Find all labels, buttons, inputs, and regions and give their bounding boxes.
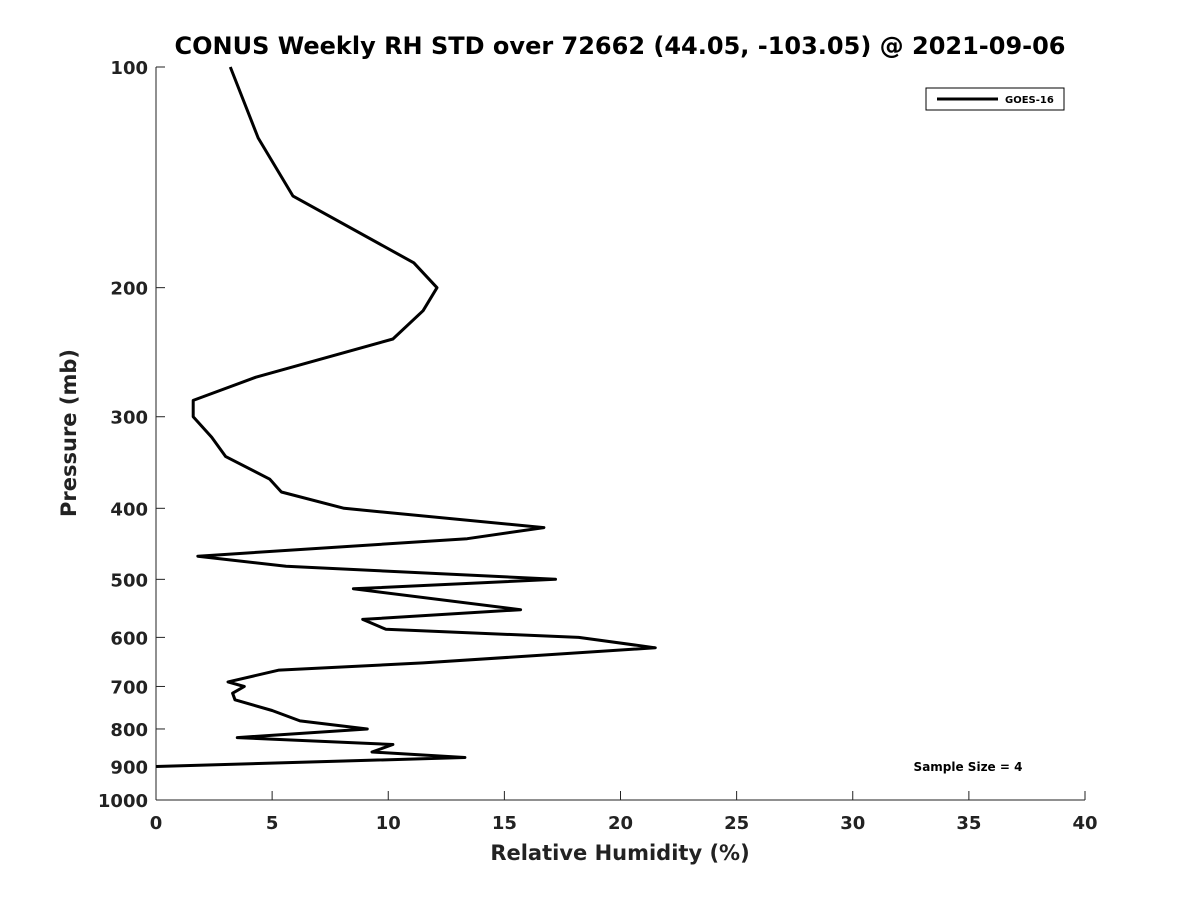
y-tick-label: 600	[110, 628, 148, 649]
x-axis-label: Relative Humidity (%)	[490, 841, 749, 865]
chart-title: CONUS Weekly RH STD over 72662 (44.05, -…	[174, 32, 1065, 60]
legend-entry-goes-16: GOES-16	[1005, 95, 1054, 106]
x-tick-label: 5	[266, 813, 279, 834]
y-axis-label: Pressure (mb)	[57, 349, 81, 517]
y-tick-label: 800	[110, 720, 148, 741]
y-tick-label: 900	[110, 757, 148, 778]
legend: GOES-16	[925, 87, 1065, 111]
y-tick-label: 500	[110, 570, 148, 591]
x-tick-label: 40	[1072, 813, 1097, 834]
sample-size-annotation: Sample Size = 4	[914, 760, 1023, 774]
x-tick-label: 20	[608, 813, 633, 834]
x-tick-label: 35	[956, 813, 981, 834]
y-tick-label: 400	[110, 499, 148, 520]
x-tick-label: 30	[840, 813, 865, 834]
x-ticks: 0 5 10 15 20 25 30 35 40	[150, 791, 1098, 834]
y-tick-label: 1000	[98, 791, 148, 812]
y-tick-label: 100	[110, 58, 148, 79]
y-tick-label: 200	[110, 279, 148, 300]
y-tick-label: 700	[110, 677, 148, 698]
x-tick-label: 15	[492, 813, 517, 834]
x-tick-label: 10	[376, 813, 401, 834]
y-tick-label: 300	[110, 408, 148, 429]
series-group	[155, 66, 657, 768]
y-ticks: 100 200 300 400 500 600 700 800 900 1000	[98, 58, 165, 812]
x-tick-label: 25	[724, 813, 749, 834]
x-tick-label: 0	[150, 813, 163, 834]
plot-area	[156, 67, 1085, 800]
series-line-goes-16	[155, 66, 657, 768]
